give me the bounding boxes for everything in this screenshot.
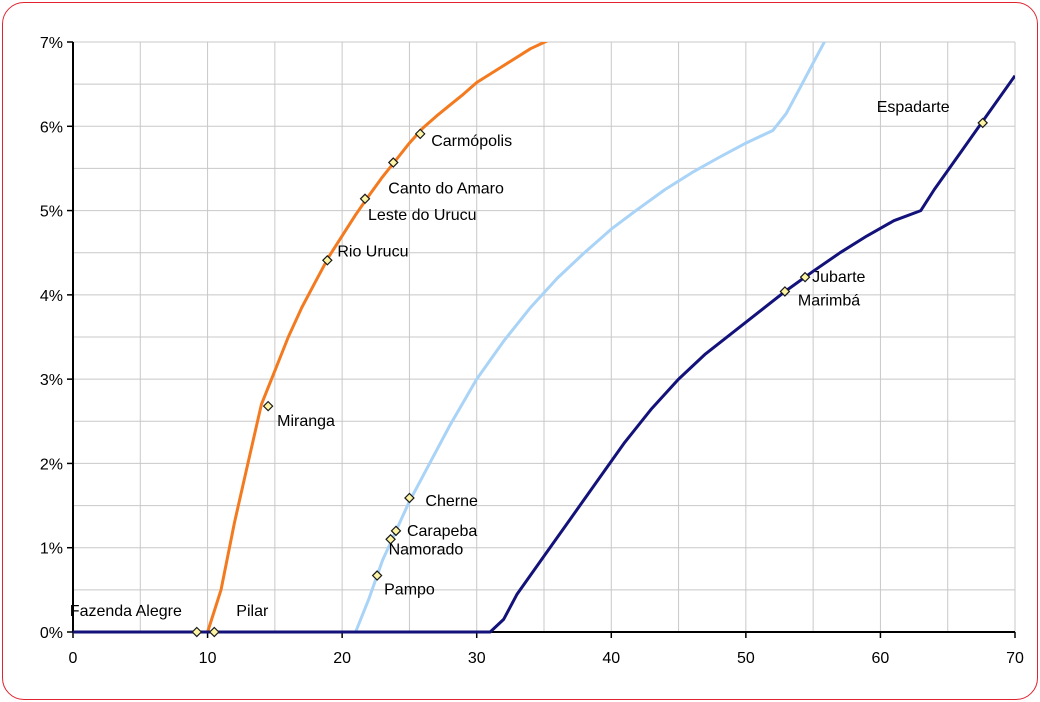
x-tick-label: 70 [1006, 650, 1024, 667]
field-marker [359, 193, 371, 205]
x-tick-label: 50 [737, 650, 755, 667]
field-marker [404, 492, 415, 504]
y-tick-label: 7% [40, 35, 63, 52]
field-label: Pampo [384, 582, 435, 599]
y-tick-label: 4% [40, 288, 63, 305]
field-marker [390, 525, 402, 537]
field-label: Pilar [236, 603, 269, 620]
series-line-2 [73, 42, 827, 634]
y-tick-label: 6% [40, 119, 63, 136]
field-marker [208, 626, 220, 638]
y-tick-label: 3% [40, 372, 63, 389]
field-label: Carapeba [407, 523, 477, 540]
y-tick-label: 2% [40, 456, 63, 473]
y-tick-label: 5% [40, 204, 63, 221]
field-labels: Fazenda Alegre Pilar Miranga Rio Urucu Leste… [70, 99, 950, 620]
field-marker [191, 626, 203, 638]
field-marker [779, 286, 791, 297]
x-tick-label: 30 [468, 650, 486, 667]
series-line-3 [73, 74, 1015, 634]
field-label: Fazenda Alegre [70, 603, 182, 620]
series-line-1 [73, 42, 549, 634]
x-tick-label: 10 [199, 650, 217, 667]
field-label: Rio Urucu [337, 243, 408, 260]
field-label: Canto do Amaro [388, 181, 504, 198]
axes [67, 41, 1016, 638]
series-lines [73, 42, 1015, 634]
field-marker [387, 157, 399, 168]
field-marker [799, 271, 811, 283]
field-label: Carmópolis [431, 133, 512, 150]
field-label: Leste do Urucu [368, 207, 477, 224]
field-label: Marimbá [798, 292, 860, 309]
field-marker [414, 128, 426, 140]
field-label: Espadarte [877, 99, 950, 116]
x-tick-labels: 0 10 20 30 40 50 60 70 [69, 650, 1024, 667]
x-tick-label: 20 [333, 650, 351, 667]
field-marker [262, 400, 274, 412]
field-label: Cherne [425, 493, 478, 510]
y-tick-labels: 0% 1% 2% 3% 4% 5% 6% 7% [40, 35, 63, 642]
y-tick-label: 0% [40, 625, 63, 642]
field-label: Jubarte [812, 269, 865, 286]
field-marker [977, 117, 989, 129]
field-label: Namorado [389, 541, 464, 558]
field-marker [371, 570, 383, 581]
gridlines [73, 41, 1016, 632]
y-tick-label: 1% [40, 541, 63, 558]
x-tick-label: 40 [602, 650, 620, 667]
x-tick-label: 0 [69, 650, 78, 667]
field-label: Miranga [277, 413, 335, 430]
field-markers [191, 117, 989, 638]
field-marker [385, 533, 396, 545]
field-marker [321, 254, 333, 266]
x-tick-label: 60 [872, 650, 890, 667]
